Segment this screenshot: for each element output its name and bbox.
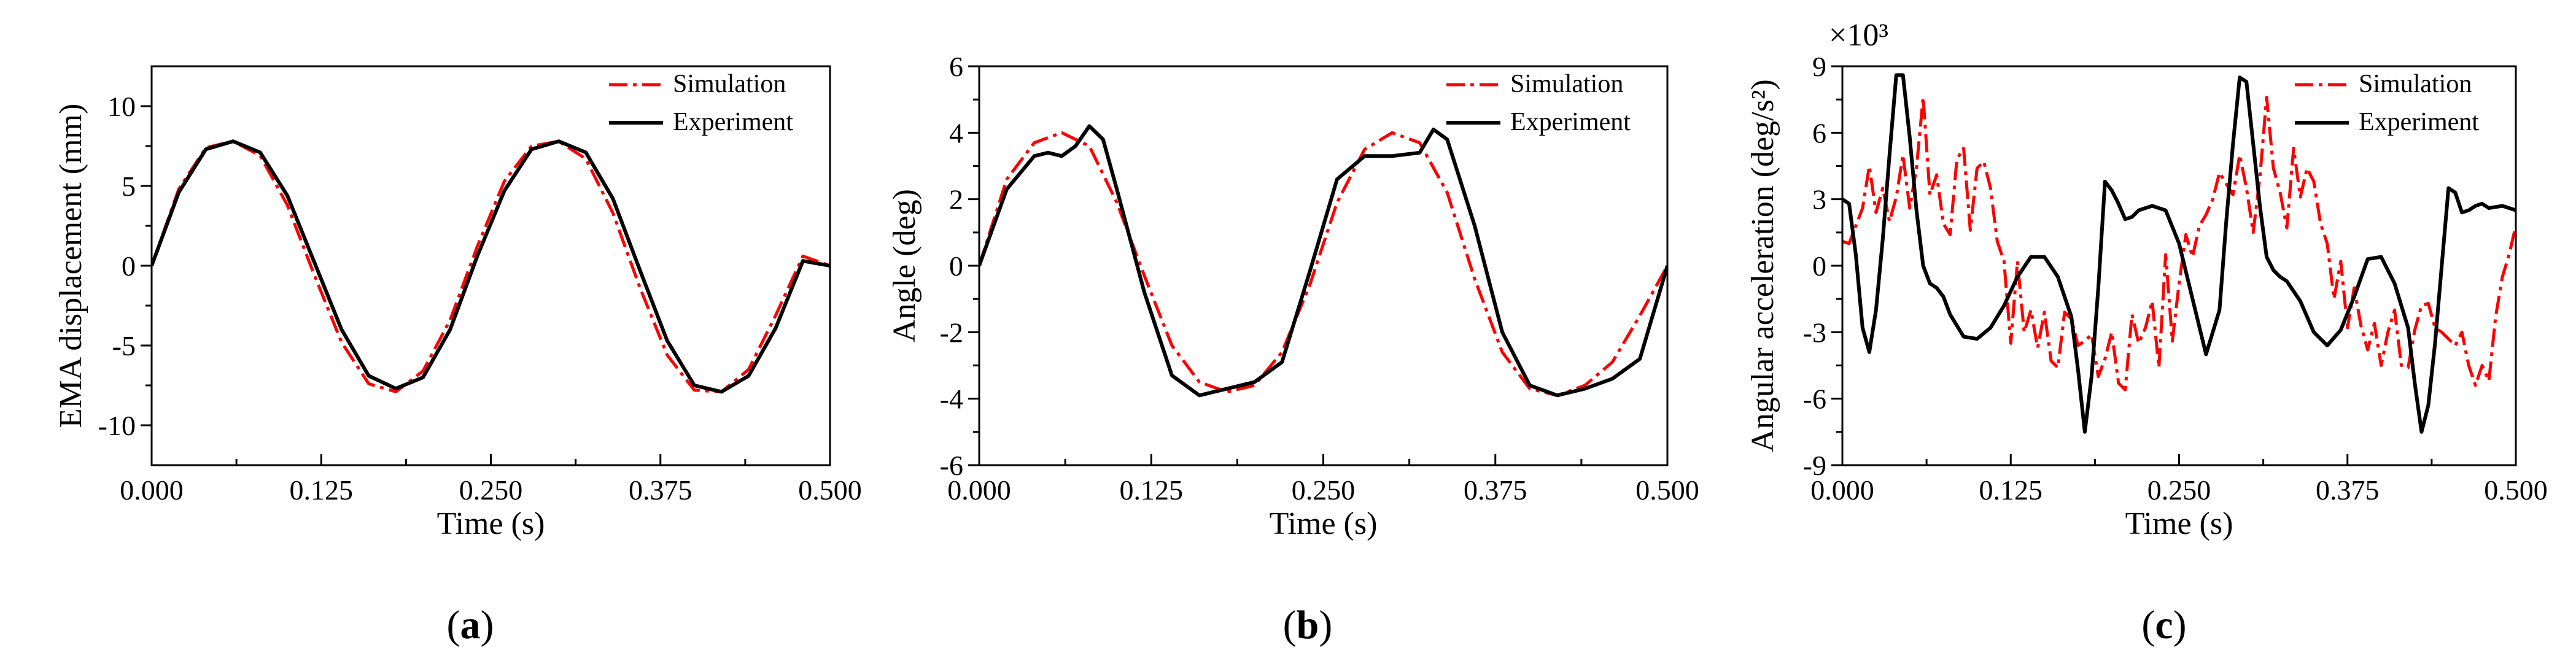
y-tick-label: 0 [1812,250,1826,282]
x-tick-label: 0.000 [947,474,1011,506]
x-axis-title: Time (s) [1270,506,1378,541]
y-tick-label: 9 [1812,51,1826,82]
x-axis-title: Time (s) [437,506,545,541]
x-tick-label: 0.375 [629,474,692,506]
series-group [152,139,830,394]
y-tick-label: 2 [949,184,963,215]
panel-label: (b) [1283,603,1333,647]
y-axis-title: Angle (deg) [887,189,922,342]
y-tick-label: 0 [122,250,136,282]
x-tick-label: 0.375 [1464,474,1527,506]
y-axis-title: EMA displacement (mm) [53,104,88,428]
panel-letter: c [2155,603,2173,647]
series-line-experiment [152,139,830,394]
legend-label-simulation: Simulation [1510,70,1623,98]
y-tick-label: -3 [1803,317,1826,348]
y-multiplier: ×10³ [1829,18,1888,53]
x-tick-label: 0.250 [2147,474,2211,506]
series-line-experiment [979,124,1667,398]
series-line-simulation [979,131,1667,397]
y-tick-label: 10 [107,91,136,122]
x-tick-label: 0.125 [290,474,354,506]
y-tick-label: 4 [949,117,963,149]
panel-label: (a) [447,603,494,647]
panel-label: (c) [2141,603,2186,647]
y-tick-label: -5 [112,330,136,361]
y-axis-title: Angular acceleration (deg/s²) [1745,79,1780,452]
y-tick-label: -9 [1803,450,1826,481]
legend-label-experiment: Experiment [673,108,793,136]
y-tick-label: 5 [122,171,136,202]
y-tick-label: -6 [1803,384,1826,415]
x-tick-label: 0.500 [798,474,862,506]
panel-letter: b [1297,603,1319,647]
series-line-simulation [1842,96,2516,392]
x-axis-title: Time (s) [2125,506,2233,541]
x-tick-label: 0.500 [1635,474,1699,506]
y-tick-label: 6 [949,51,963,82]
x-tick-label: 0.375 [2316,474,2380,506]
series-group [979,124,1667,398]
y-tick-label: -2 [940,317,963,348]
legend-label-experiment: Experiment [2359,108,2479,136]
series-line-experiment [1842,73,2516,434]
x-tick-label: 0.000 [120,474,184,506]
panel-a: 0.000 0.125 0.250 0.375 0.500 -10 -5 0 5 10 Time (… [53,65,862,647]
panel-c: 0.000 0.125 0.250 0.375 0.500 -9 -6 -3 0 3 6 9 Time … [1745,18,2548,647]
y-tick-label: 0 [949,250,963,282]
y-tick-label: -4 [940,384,963,415]
y-tick-label: -10 [98,410,136,441]
x-tick-label: 0.500 [2484,474,2548,506]
series-line-simulation [152,139,830,393]
panel-letter: a [460,603,481,647]
x-tick-label: 0.250 [1292,474,1356,506]
y-tick-label: 6 [1812,117,1826,149]
legend-label-simulation: Simulation [673,70,786,98]
series-group [1842,73,2516,434]
x-tick-label: 0.125 [1979,474,2043,506]
x-tick-label: 0.250 [459,474,523,506]
x-tick-label: 0.000 [1810,474,1874,506]
legend-label-simulation: Simulation [2359,70,2472,98]
x-tick-label: 0.125 [1120,474,1184,506]
legend-label-experiment: Experiment [1510,108,1631,136]
panel-b: 0.000 0.125 0.250 0.375 0.500 -6 -4 -2 0 2 4 6 Time … [887,51,1699,647]
y-tick-label: 3 [1812,184,1826,215]
y-tick-label: -6 [940,450,963,481]
